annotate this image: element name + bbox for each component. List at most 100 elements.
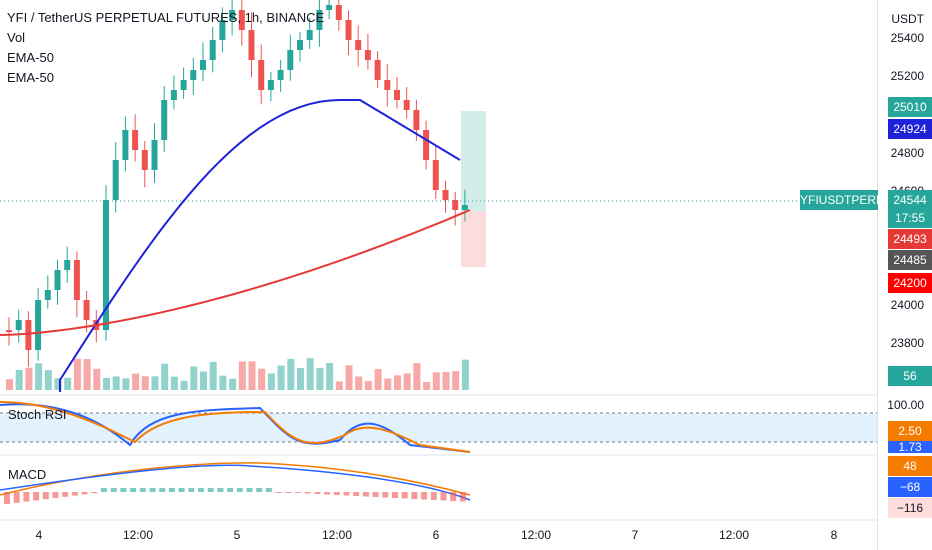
price-tick: 24000 — [890, 298, 924, 312]
volume-bar — [287, 359, 295, 390]
macd-hist-bar — [168, 488, 175, 492]
volume-bar — [297, 367, 304, 390]
volume-bar — [423, 381, 431, 390]
volume-bar — [461, 359, 469, 390]
volume-bar — [364, 381, 372, 390]
candle-body — [122, 130, 129, 160]
volume-bar — [151, 376, 159, 390]
volume-bar — [141, 376, 149, 390]
price-tick: 25400 — [890, 31, 924, 45]
stoch-rsi-label[interactable]: Stoch RSI — [8, 407, 67, 422]
candle-body — [316, 10, 323, 30]
volume-bar — [345, 365, 353, 390]
volume-bar — [93, 368, 101, 390]
volume-bar — [6, 379, 13, 390]
candle-body — [423, 130, 430, 160]
volume-bar — [103, 377, 110, 390]
volume-bar — [54, 378, 62, 390]
volume-bar — [122, 378, 130, 390]
time-tick: 12:00 — [520, 528, 552, 542]
chart-legend: YFI / TetherUS PERPETUAL FUTURES, 1h, BI… — [7, 8, 324, 88]
candle-body — [267, 80, 274, 90]
symbol-title[interactable]: YFI / TetherUS PERPETUAL FUTURES, 1h, BI… — [7, 10, 325, 25]
candle-body — [345, 20, 352, 40]
time-tick: 5 — [233, 528, 241, 542]
macd-hist-bar — [42, 492, 49, 500]
ema-50-red-line — [0, 209, 471, 336]
indicator-ema-50-a[interactable]: EMA-50 — [7, 50, 54, 65]
volume-bar — [374, 369, 382, 390]
macd-label[interactable]: MACD — [8, 467, 47, 482]
macd-hist-bar — [372, 492, 379, 497]
candle-body — [335, 5, 342, 20]
ema-red-tag: 24493 — [888, 229, 932, 249]
candle-body — [306, 30, 313, 40]
candle-body — [73, 260, 80, 300]
volume-bar — [403, 373, 411, 390]
volume-bar — [384, 378, 392, 390]
ema-blue-tag: 24924 — [888, 119, 932, 139]
candle-body — [64, 260, 71, 270]
macd-hist-bar — [246, 488, 253, 492]
macd-hist-bar — [13, 492, 20, 503]
ema-50-blue-line — [59, 99, 461, 392]
macd-hist-bar — [343, 492, 350, 496]
candle-body — [151, 140, 158, 170]
stoch-d-tag: 1.73 — [888, 441, 932, 453]
candle-body — [83, 300, 90, 320]
macd-hist-bar — [236, 488, 243, 492]
candle-body — [44, 290, 51, 300]
macd-hist-bar — [178, 488, 185, 492]
indicator-ema-50-b[interactable]: EMA-50 — [7, 70, 54, 85]
indicator-vol[interactable]: Vol — [7, 30, 26, 45]
candle-body — [297, 40, 303, 50]
stoch-d-line — [0, 401, 471, 453]
macd-hist-tag: −116 — [888, 498, 932, 518]
price-tick: 24800 — [890, 146, 924, 160]
macd-hist-bar — [110, 488, 117, 492]
volume-bar — [267, 373, 275, 390]
macd-hist-bar — [401, 492, 408, 499]
volume-bar — [394, 375, 401, 390]
volume-bar — [161, 363, 169, 390]
candle-body — [374, 60, 381, 80]
macd-hist-bar — [265, 488, 272, 492]
volume-bar — [277, 365, 285, 390]
candle-body — [132, 130, 139, 150]
volume-bar — [15, 369, 23, 390]
volume-bar — [132, 373, 140, 390]
macd-line-tag: −68 — [888, 477, 932, 497]
macd-hist-bar — [275, 492, 282, 493]
macd-hist-bar — [333, 492, 340, 495]
macd-hist-bar — [411, 492, 418, 499]
macd-hist-bar — [52, 492, 59, 498]
macd-hist-bar — [159, 488, 166, 492]
volume-bar — [335, 381, 343, 390]
volume-bar — [35, 363, 43, 390]
candle-body — [180, 80, 187, 90]
macd-hist-bar — [101, 488, 107, 492]
target-zone — [461, 111, 486, 211]
candle-body — [112, 160, 119, 200]
volume-bar — [180, 380, 188, 390]
volume-tag: 56 — [888, 366, 932, 386]
stop-zone — [461, 211, 486, 267]
macd-hist-bar — [198, 488, 204, 492]
macd-hist-bar — [33, 492, 40, 501]
price-tick: 23800 — [890, 336, 924, 350]
candle-body — [364, 50, 371, 60]
macd-hist-bar — [382, 492, 389, 498]
volume-bar — [306, 358, 314, 390]
macd-hist-bar — [149, 488, 156, 492]
currency-label[interactable]: USDT — [891, 12, 924, 26]
candle-body — [161, 100, 168, 140]
symbol-tag: YFIUSDTPERP — [800, 190, 884, 210]
volume-bar — [238, 361, 246, 390]
time-tick: 12:00 — [122, 528, 154, 542]
macd-hist-bar — [430, 492, 437, 500]
candle-body — [209, 40, 216, 60]
candle-body — [394, 90, 400, 100]
candle-body — [442, 190, 449, 200]
stoch-k-tag: 2.50 — [888, 421, 932, 441]
